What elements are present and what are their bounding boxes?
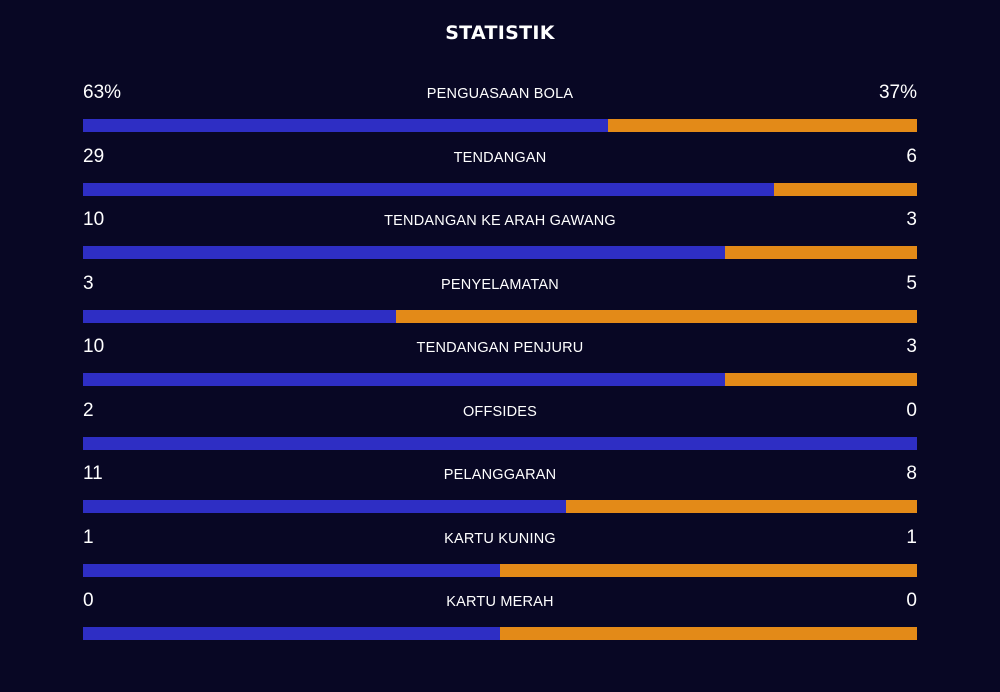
away-bar [500,563,917,577]
home-value: 10 [83,336,105,357]
away-bar [774,182,917,196]
stat-label: PENYELAMATAN [441,276,559,293]
home-bar [83,119,609,132]
home-bar [83,436,917,450]
stat-row: 29 TENDANGAN 6 [83,144,917,208]
away-value: 0 [906,590,917,611]
away-bar [395,309,917,323]
away-bar [724,246,917,259]
stat-label: PENGUASAAN BOLA [426,86,574,102]
away-value: 0 [906,399,917,421]
home-bar [83,246,725,259]
away-value: 3 [906,336,917,357]
stat-row: 10 TENDANGAN PENJURU 3 [83,334,917,398]
home-value: 1 [83,526,94,548]
away-value: 6 [906,145,917,167]
stat-bar [83,309,917,323]
home-value: 63% [83,82,122,103]
stat-label: TENDANGAN PENJURU [416,340,584,356]
stat-row: 2 OFFSIDES 0 [83,398,917,462]
home-value: 11 [83,463,103,484]
away-value: 37% [878,82,917,103]
stat-row: 0 KARTU MERAH 0 [83,588,917,652]
stat-row: 10 TENDANGAN KE ARAH GAWANG 3 [83,207,917,271]
stat-bar [83,246,917,259]
stat-row: 11 PELANGGARAN 8 [83,461,917,525]
stat-label: KARTU MERAH [446,594,554,610]
stat-row: 3 PENYELAMATAN 5 [83,271,917,335]
away-value: 5 [906,272,917,294]
home-bar [83,627,500,640]
home-value: 3 [83,272,94,294]
away-bar [608,119,917,132]
stat-bar [83,436,917,450]
home-bar [83,500,566,513]
home-value: 2 [83,399,94,421]
page-title: STATISTIK [445,22,555,44]
home-bar [83,309,396,323]
home-value: 29 [83,145,105,167]
home-value: 10 [83,209,105,230]
stat-label: KARTU KUNING [444,530,556,547]
away-value: 8 [906,463,917,484]
stat-row: 63% PENGUASAAN BOLA 37% [83,80,917,144]
stats-list: 63% PENGUASAAN BOLA 37% 29 TENDANGAN 6 1… [83,80,917,652]
stat-bar [83,563,917,577]
stat-label: TENDANGAN [453,149,547,166]
home-bar [83,373,725,386]
away-value: 1 [906,526,917,548]
stat-label: PELANGGARAN [443,467,557,483]
stat-bar [83,119,917,132]
stat-label: TENDANGAN KE ARAH GAWANG [384,213,616,229]
home-value: 0 [83,590,94,611]
stat-bar [83,627,917,640]
stat-row: 1 KARTU KUNING 1 [83,525,917,589]
stat-bar [83,182,917,196]
home-bar [83,563,500,577]
stat-bar [83,373,917,386]
away-value: 3 [906,209,917,230]
stat-label: OFFSIDES [462,403,538,420]
stat-bar [83,500,917,513]
away-bar [724,373,917,386]
away-bar [565,500,917,513]
home-bar [83,182,775,196]
away-bar [500,627,917,640]
